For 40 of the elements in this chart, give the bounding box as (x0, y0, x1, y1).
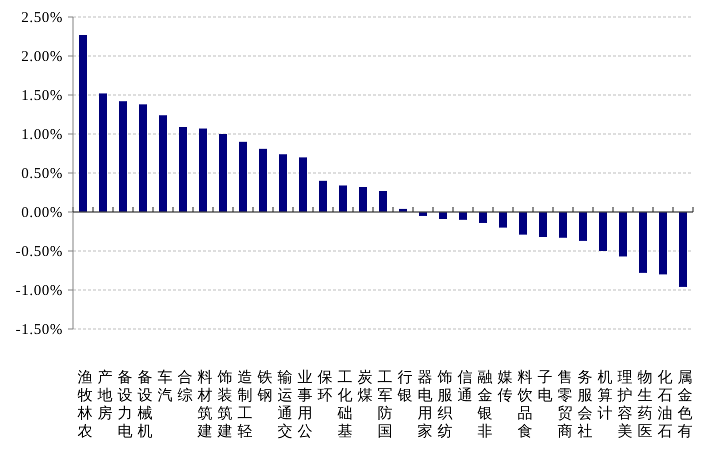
x-tick-label: 医药生物 (638, 370, 656, 440)
x-tick-label: 综合 (178, 369, 196, 404)
y-tick-label: 0.00% (21, 205, 63, 221)
x-tick-label: 交通运输 (278, 369, 296, 440)
x-tick-label: 家用电器 (418, 370, 436, 440)
x-tick-label: 国防军工 (378, 370, 396, 440)
x-tick-label: 房地产 (96, 369, 116, 422)
y-tick-label: -1.00% (16, 283, 63, 299)
x-tick-label: 公用事业 (298, 369, 316, 440)
x-tick-label: 传媒 (498, 370, 516, 404)
x-tick-label: 机械设备 (138, 369, 156, 440)
y-tick-label: 1.00% (21, 127, 63, 143)
x-tick-label: 商贸零售 (558, 369, 576, 440)
x-tick-label: 基础化工 (336, 370, 356, 440)
x-tick-label: 建筑装饰 (216, 369, 236, 440)
x-tick-label: 计算机 (598, 369, 616, 422)
x-tick-label: 电力设备 (118, 369, 136, 440)
y-tick-label: 0.50% (21, 166, 63, 182)
x-tick-label: 社会服务 (578, 369, 596, 440)
x-tick-label: 建筑材料 (196, 369, 216, 440)
x-tick-label: 纺织服饰 (436, 369, 456, 440)
y-tick-label: 2.00% (21, 49, 63, 65)
x-tick-label: 汽车 (158, 369, 176, 404)
y-tick-label: -0.50% (16, 244, 63, 260)
y-tick-label: 2.50% (21, 10, 63, 26)
x-tick-label: 石油石化 (658, 369, 676, 440)
x-tick-label: 非银金融 (476, 369, 496, 440)
x-tick-label: 钢铁 (256, 369, 276, 404)
x-tick-label: 美容护理 (616, 370, 636, 440)
x-tick-label: 银行 (396, 370, 416, 404)
y-tick-label: 1.50% (21, 88, 63, 104)
x-tick-label: 农林牧渔 (76, 369, 96, 440)
x-tick-label: 电子 (538, 370, 556, 404)
x-tick-label: 通信 (458, 369, 476, 404)
x-tick-label: 煤炭 (358, 369, 376, 404)
x-tick-label: 轻工制造 (238, 369, 256, 440)
y-tick-label: -1.50% (16, 322, 63, 338)
x-tick-label: 环保 (318, 370, 336, 404)
x-tick-label: 食品饮料 (516, 369, 536, 440)
x-tick-label: 有色金属 (678, 370, 696, 440)
